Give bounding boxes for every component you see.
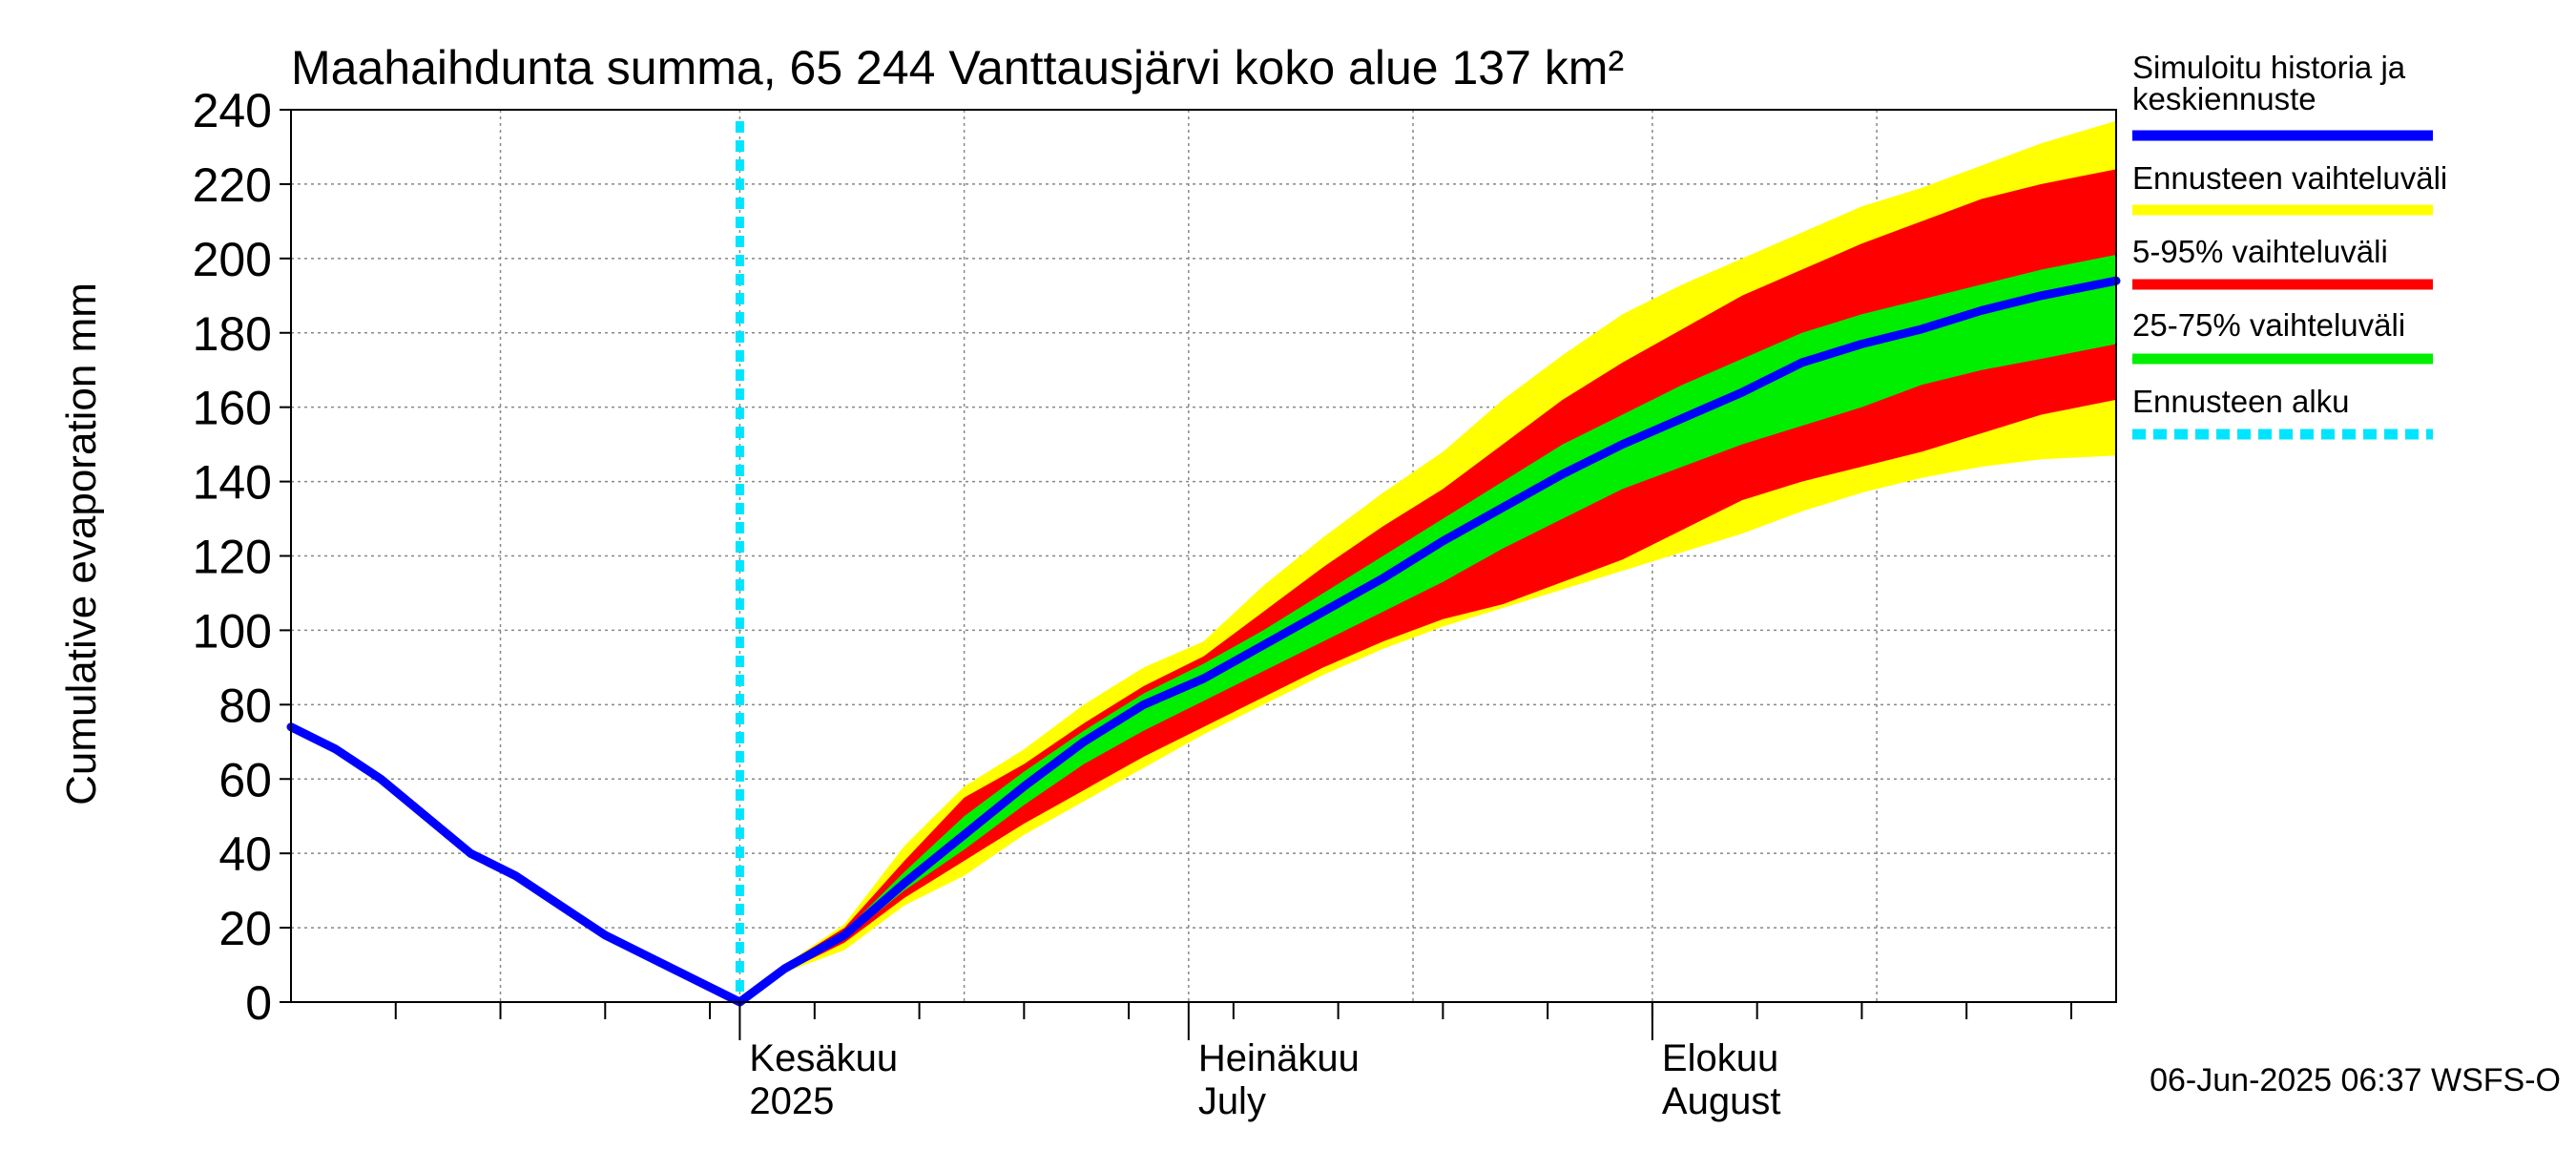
legend-label: keskiennuste <box>2132 81 2316 116</box>
legend-label: Simuloitu historia ja <box>2132 50 2406 85</box>
y-tick-label: 60 <box>218 753 272 806</box>
y-axis-label: Cumulative evaporation mm <box>58 282 105 805</box>
legend-label: Ennusteen vaihteluväli <box>2132 160 2447 196</box>
axes: 0 20 40 60 80 100 120 140 160 180 200 220 240 Kesäkuu… <box>193 84 2117 1122</box>
timestamp-footer: 06-Jun-2025 06:37 WSFS-O <box>2150 1062 2561 1098</box>
legend-label: 25-75% vaihteluväli <box>2132 307 2405 343</box>
series-lines <box>286 121 2121 1007</box>
forecast-bands <box>739 120 2116 1003</box>
y-tick-label: 0 <box>245 976 272 1030</box>
x-month-label: Heinäkuu <box>1198 1037 1360 1079</box>
legend-label: 5-95% vaihteluväli <box>2132 234 2388 269</box>
y-tick-label: 140 <box>193 456 272 510</box>
y-tick-label: 200 <box>193 233 272 286</box>
x-month-sublabel: August <box>1662 1080 1781 1122</box>
band-25-75 <box>739 254 2116 1002</box>
y-tick-label: 100 <box>193 604 272 658</box>
y-tick-label: 120 <box>193 531 272 584</box>
y-tick-label: 20 <box>218 902 272 955</box>
y-tick-label: 240 <box>193 84 272 137</box>
x-month-sublabel: 2025 <box>749 1080 834 1122</box>
y-tick-label: 180 <box>193 307 272 361</box>
legend-label: Ennusteen alku <box>2132 384 2350 419</box>
x-month-label: Kesäkuu <box>749 1037 898 1079</box>
plot-frame <box>290 109 2117 1003</box>
chart-title: Maahaihdunta summa, 65 244 Vanttausjärvi… <box>291 41 1624 94</box>
x-month-sublabel: July <box>1198 1080 1266 1122</box>
y-tick-label: 160 <box>193 382 272 435</box>
x-month-label: Elokuu <box>1662 1037 1778 1079</box>
y-tick-label: 40 <box>218 827 272 881</box>
y-tick-label: 220 <box>193 158 272 212</box>
y-tick-label: 80 <box>218 679 272 732</box>
median-series-line <box>286 276 2121 1007</box>
